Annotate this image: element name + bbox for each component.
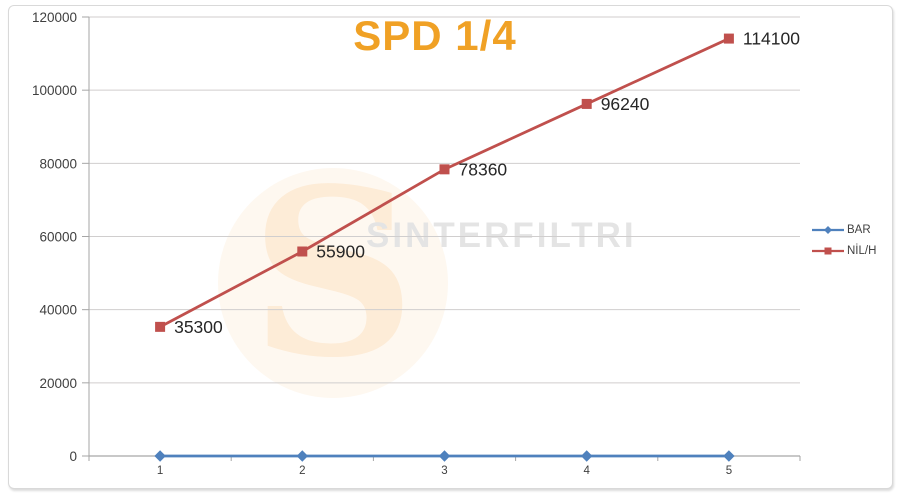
x-axis-tick-label: 1 — [157, 465, 163, 477]
y-axis-tick-label: 40000 — [39, 303, 77, 318]
data-point-marker — [723, 450, 735, 462]
legend: BAR NİL/H — [812, 224, 876, 266]
data-point-label: 78360 — [459, 159, 508, 179]
legend-item-bar: BAR — [812, 224, 876, 236]
y-axis-tick-label: 0 — [69, 449, 77, 464]
x-axis-tick-label: 5 — [726, 465, 732, 477]
data-point-label: 55900 — [316, 241, 365, 261]
data-point-marker — [439, 164, 450, 175]
watermark-logo-letter: S — [249, 138, 417, 409]
y-axis-tick-label: 80000 — [39, 156, 77, 171]
data-point-label: 35300 — [174, 317, 223, 337]
data-point-label: 114100 — [743, 29, 800, 49]
data-point-marker — [580, 450, 593, 462]
data-point-marker — [438, 450, 451, 462]
data-point-marker — [296, 450, 309, 462]
data-point-marker — [154, 450, 166, 462]
x-axis-tick-label: 2 — [299, 465, 305, 477]
data-point-marker — [155, 321, 166, 332]
data-point-label: 96240 — [601, 94, 650, 114]
chart-container — [8, 5, 893, 489]
y-axis-tick-label: 120000 — [32, 10, 77, 25]
legend-label: NİL/H — [847, 245, 877, 257]
series-line-nilh — [159, 37, 730, 329]
watermark-text: SINTERFILTRI — [366, 216, 637, 255]
x-axis-tick-label: 4 — [583, 465, 590, 477]
data-point-marker — [723, 33, 734, 44]
data-point-marker — [581, 98, 592, 109]
x-axis-tick-label: 3 — [441, 465, 447, 477]
y-axis-tick-label: 60000 — [39, 230, 77, 245]
chart-title: SPD 1/4 — [353, 12, 517, 59]
watermark-logo-icon: S — [218, 159, 448, 398]
legend-label: BAR — [847, 224, 871, 236]
y-axis-tick-label: 20000 — [39, 376, 77, 391]
legend-item-nilh: NİL/H — [812, 245, 876, 257]
data-point-marker — [297, 246, 308, 257]
legend-swatch-icon — [812, 247, 844, 255]
y-axis-tick-label: 100000 — [32, 83, 77, 98]
legend-swatch-icon — [812, 226, 844, 234]
